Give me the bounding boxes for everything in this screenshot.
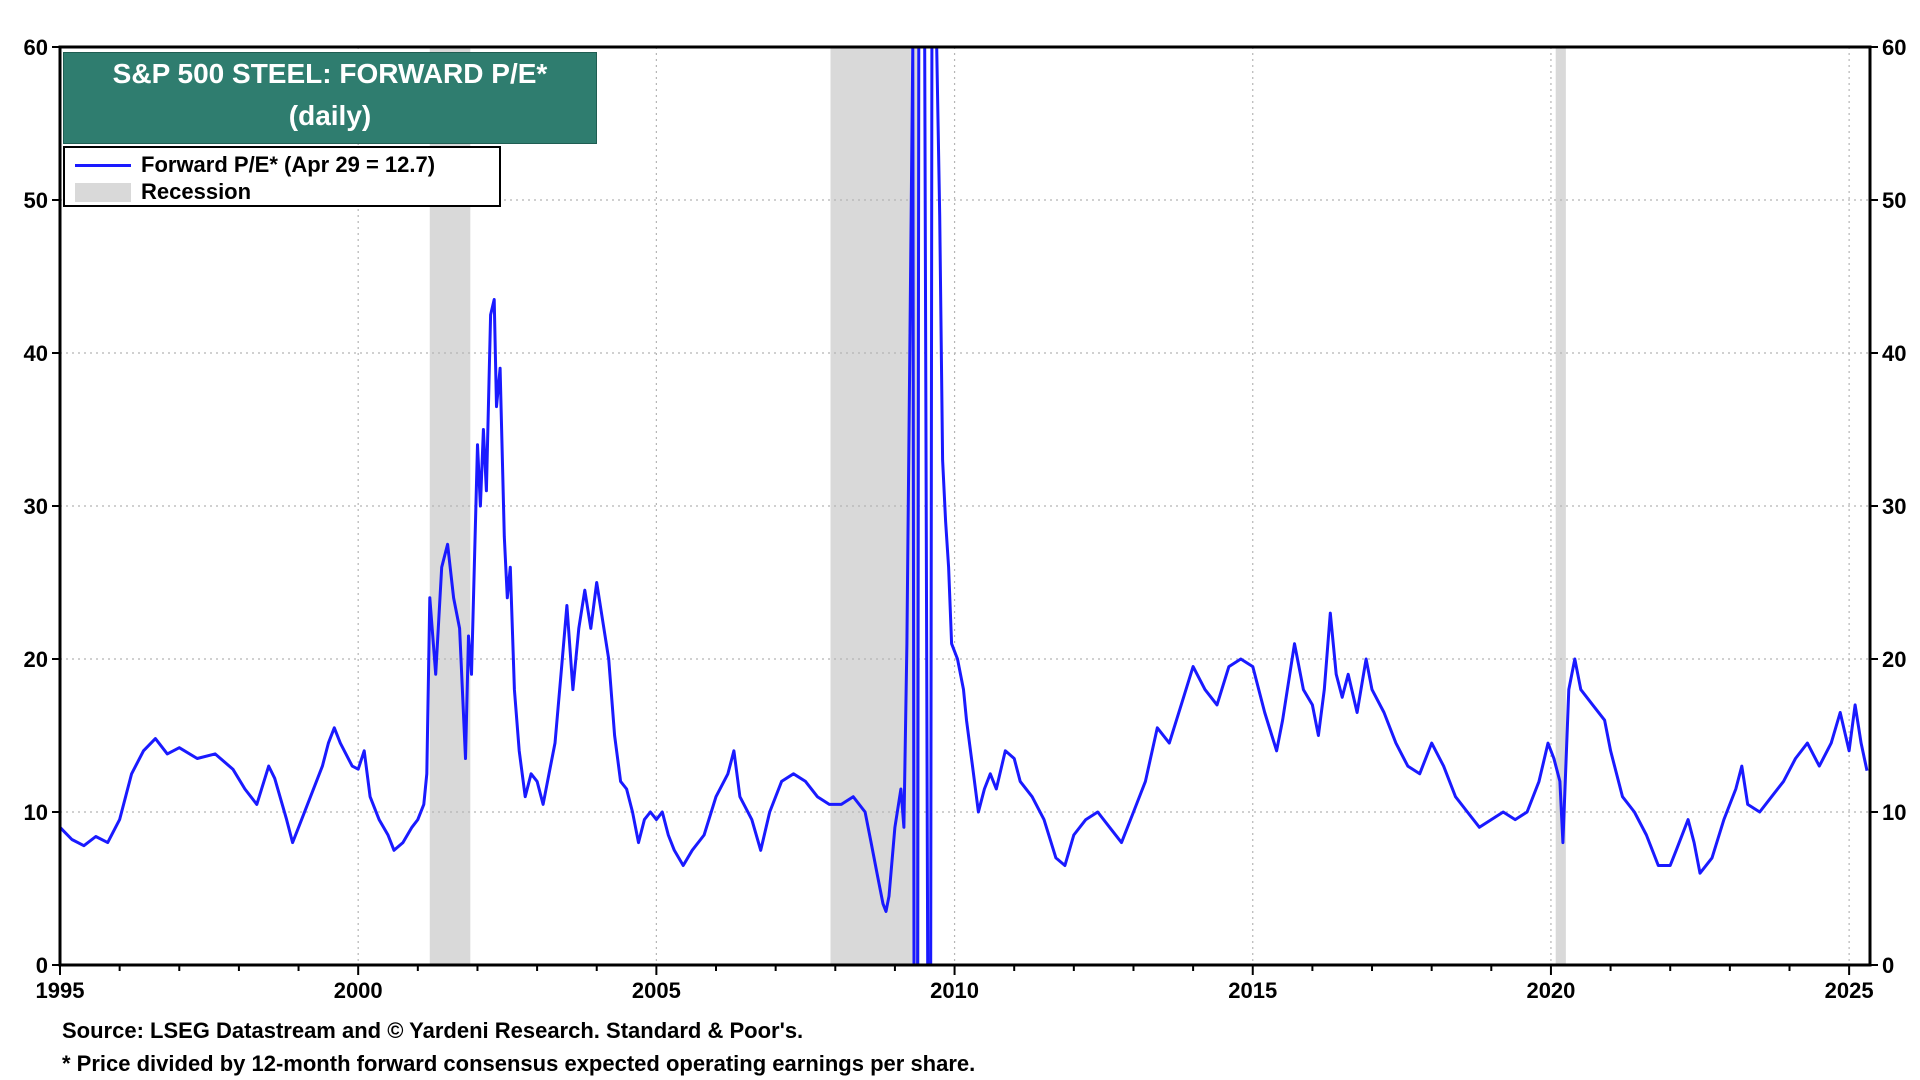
y-tick-label-right: 20 <box>1882 647 1906 672</box>
y-tick-label-right: 30 <box>1882 494 1906 519</box>
legend: Forward P/E* (Apr 29 = 12.7) Recession <box>63 146 501 207</box>
x-tick-label: 2020 <box>1526 978 1575 1003</box>
chart-title-box: S&P 500 STEEL: FORWARD P/E* (daily) <box>63 52 597 144</box>
y-tick-label-right: 50 <box>1882 188 1906 213</box>
x-tick-label: 2000 <box>334 978 383 1003</box>
y-tick-label-right: 10 <box>1882 800 1906 825</box>
source-note: Source: LSEG Datastream and © Yardeni Re… <box>62 1018 804 1043</box>
x-tick-label: 2005 <box>632 978 681 1003</box>
x-tick-label: 1995 <box>36 978 85 1003</box>
legend-label-recession: Recession <box>141 179 252 204</box>
x-tick-label: 2025 <box>1825 978 1874 1003</box>
x-tick-label: 2015 <box>1228 978 1277 1003</box>
legend-recession-swatch <box>75 182 131 202</box>
y-tick-label-right: 60 <box>1882 35 1906 60</box>
y-tick-label-left: 50 <box>24 188 48 213</box>
y-tick-label-left: 0 <box>36 953 48 978</box>
y-tick-label-right: 40 <box>1882 341 1906 366</box>
x-tick-label: 2010 <box>930 978 979 1003</box>
series-line-group <box>60 47 1869 965</box>
legend-label-forward-pe: Forward P/E* (Apr 29 = 12.7) <box>141 152 436 177</box>
legend-item-recession: Recession <box>75 179 251 205</box>
y-tick-label-left: 10 <box>24 800 48 825</box>
y-tick-label-right: 0 <box>1882 953 1894 978</box>
chart-title: S&P 500 STEEL: FORWARD P/E* <box>112 58 548 89</box>
chart-subtitle: (daily) <box>288 100 372 131</box>
y-tick-label-left: 60 <box>24 35 48 60</box>
y-tick-label-left: 30 <box>24 494 48 519</box>
y-tick-label-left: 20 <box>24 647 48 672</box>
series-line-1 <box>60 47 1869 965</box>
legend-line-swatch <box>75 163 131 167</box>
legend-item-forward-pe: Forward P/E* (Apr 29 = 12.7) <box>75 152 435 178</box>
footnote-definition: * Price divided by 12-month forward cons… <box>62 1051 976 1076</box>
y-tick-label-left: 40 <box>24 341 48 366</box>
